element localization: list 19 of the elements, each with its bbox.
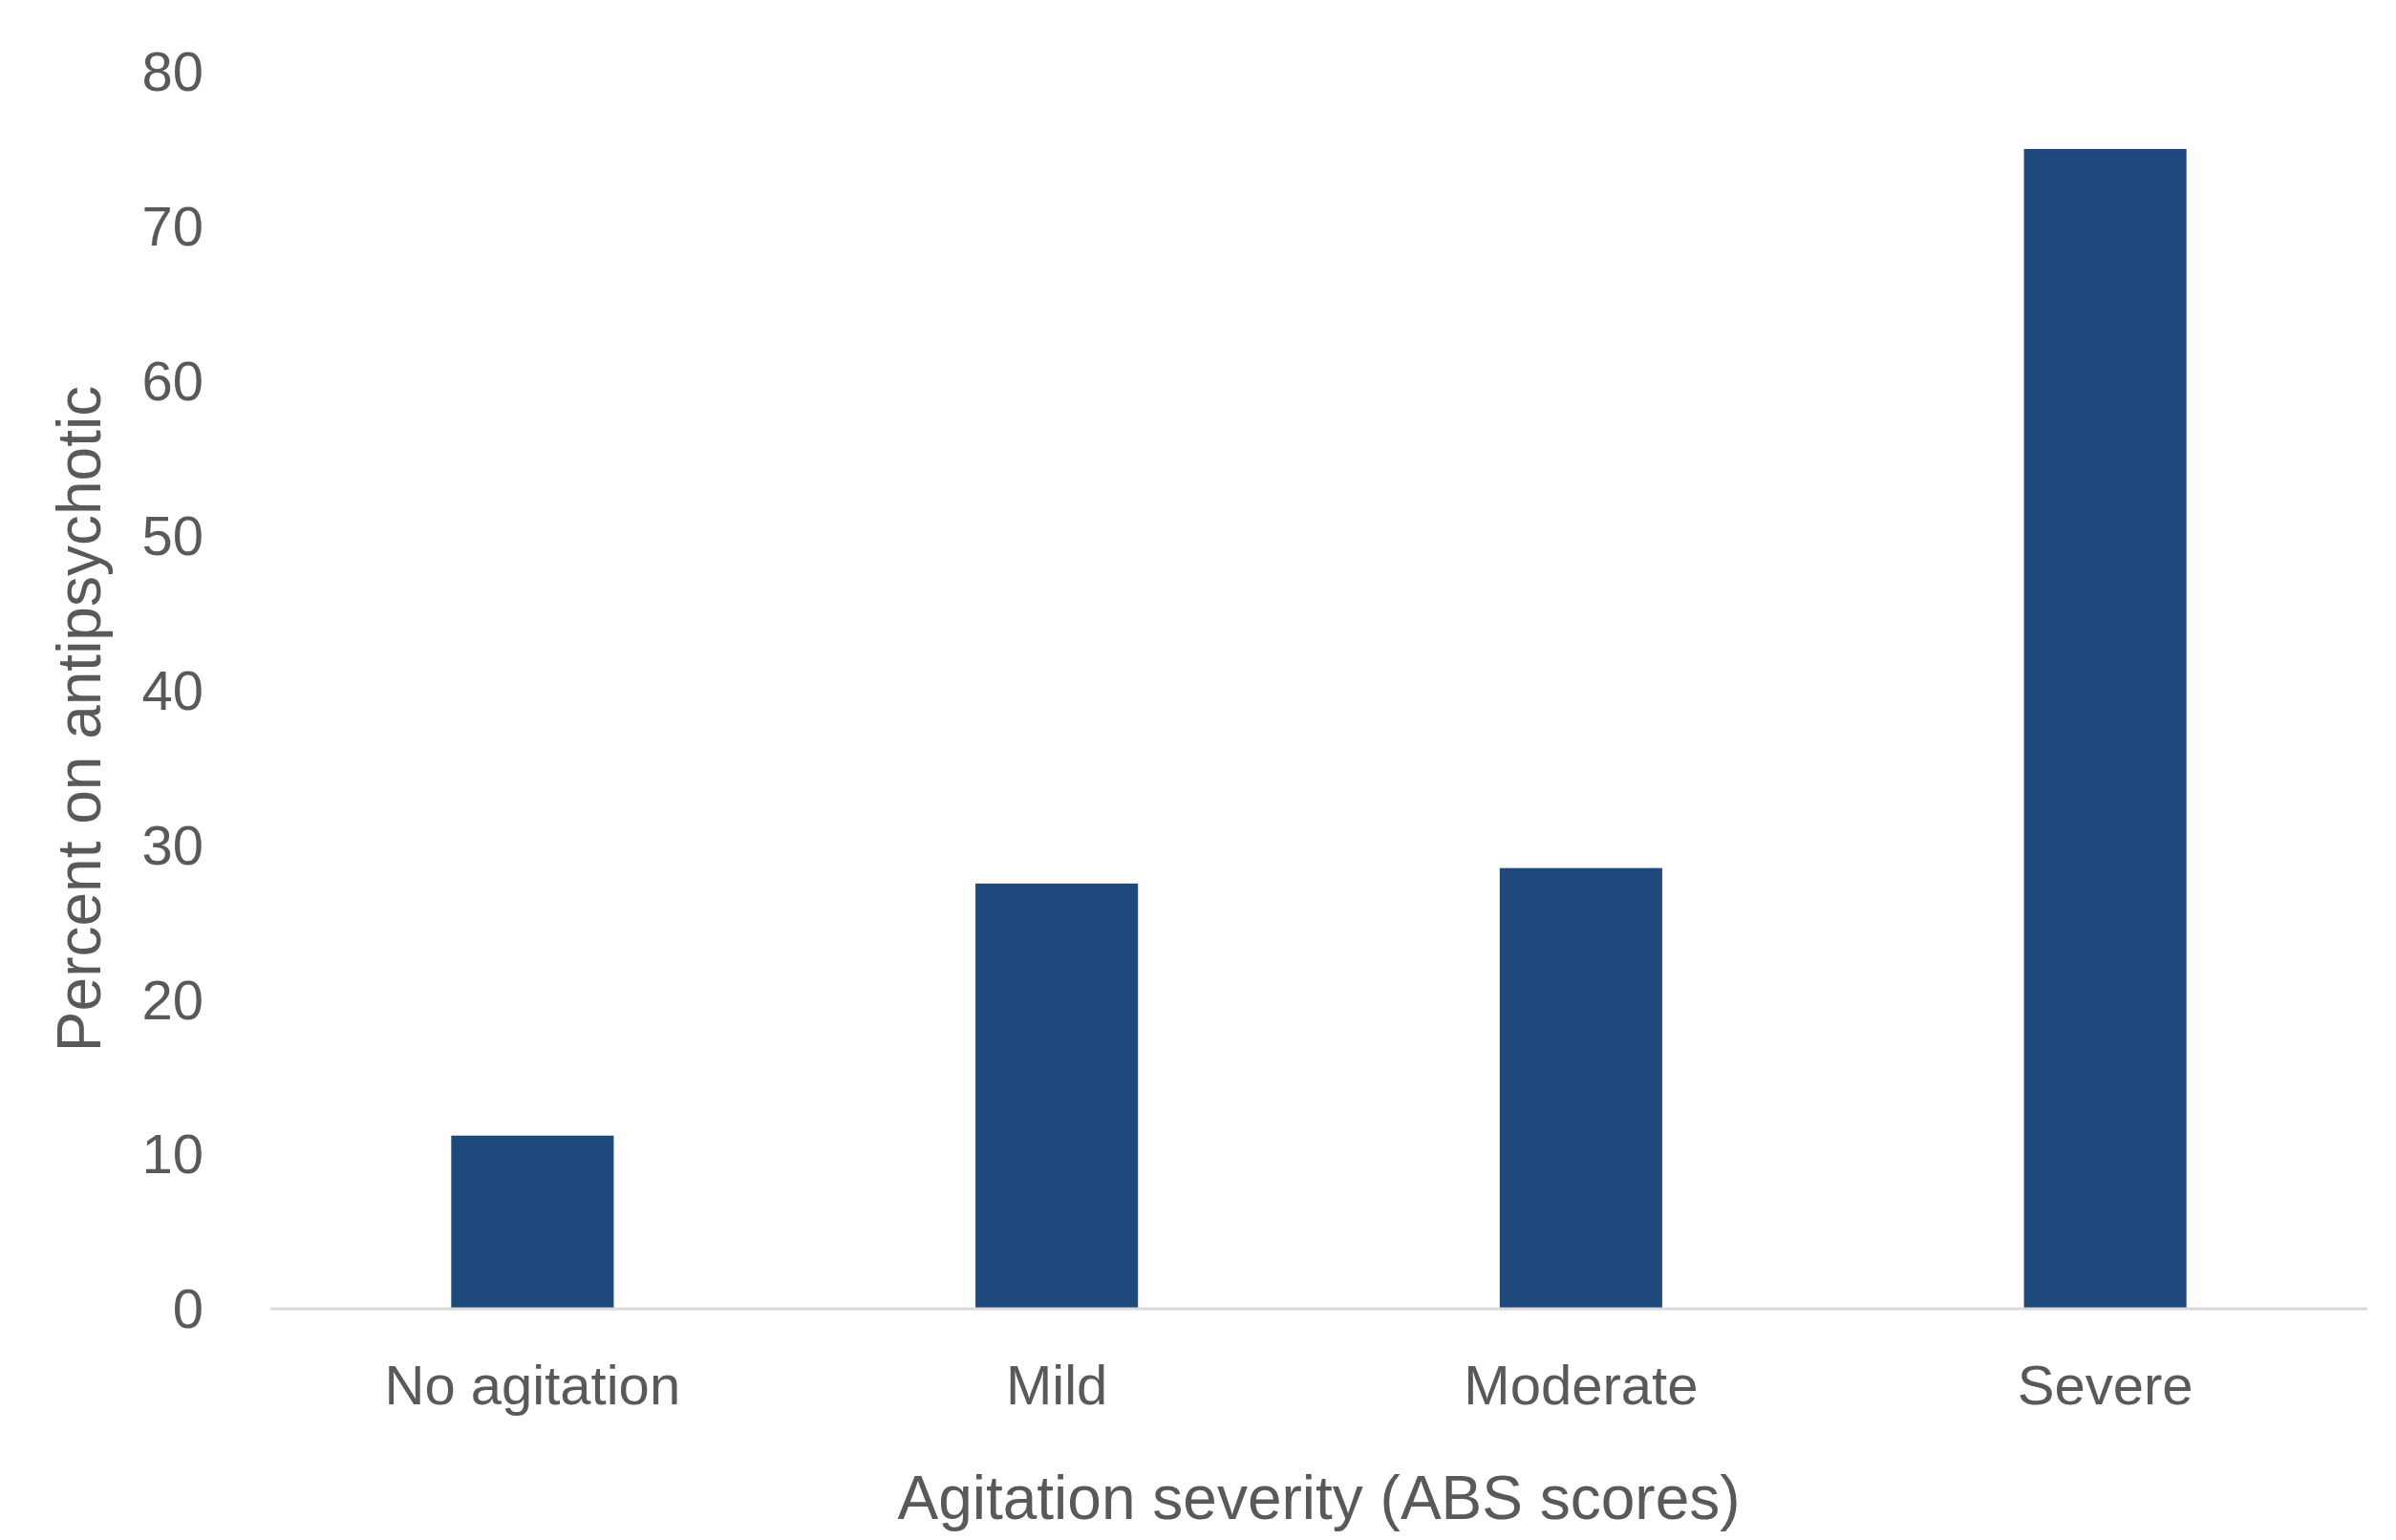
x-tick-label: Moderate	[1464, 1354, 1699, 1416]
x-tick-label: Severe	[2017, 1354, 2193, 1416]
y-axis-title: Percent on antipsychotic	[45, 385, 114, 1053]
y-tick-label: 30	[141, 813, 203, 876]
bar	[451, 1135, 614, 1309]
y-tick-label: 40	[141, 658, 203, 721]
bar	[1499, 867, 1662, 1309]
x-tick-label: No agitation	[384, 1354, 681, 1416]
bar	[975, 883, 1139, 1309]
y-tick-label: 80	[141, 40, 203, 103]
x-tick-label: Mild	[1005, 1354, 1108, 1416]
bar	[2023, 148, 2187, 1309]
y-tick-label: 20	[141, 968, 203, 1031]
y-tick-label: 0	[172, 1277, 203, 1340]
y-tick-label: 70	[141, 195, 203, 258]
y-tick-label: 60	[141, 350, 203, 413]
x-axis-title: Agitation severity (ABS scores)	[897, 1464, 1741, 1532]
y-tick-label: 50	[141, 503, 203, 567]
y-tick-label: 10	[141, 1123, 203, 1186]
